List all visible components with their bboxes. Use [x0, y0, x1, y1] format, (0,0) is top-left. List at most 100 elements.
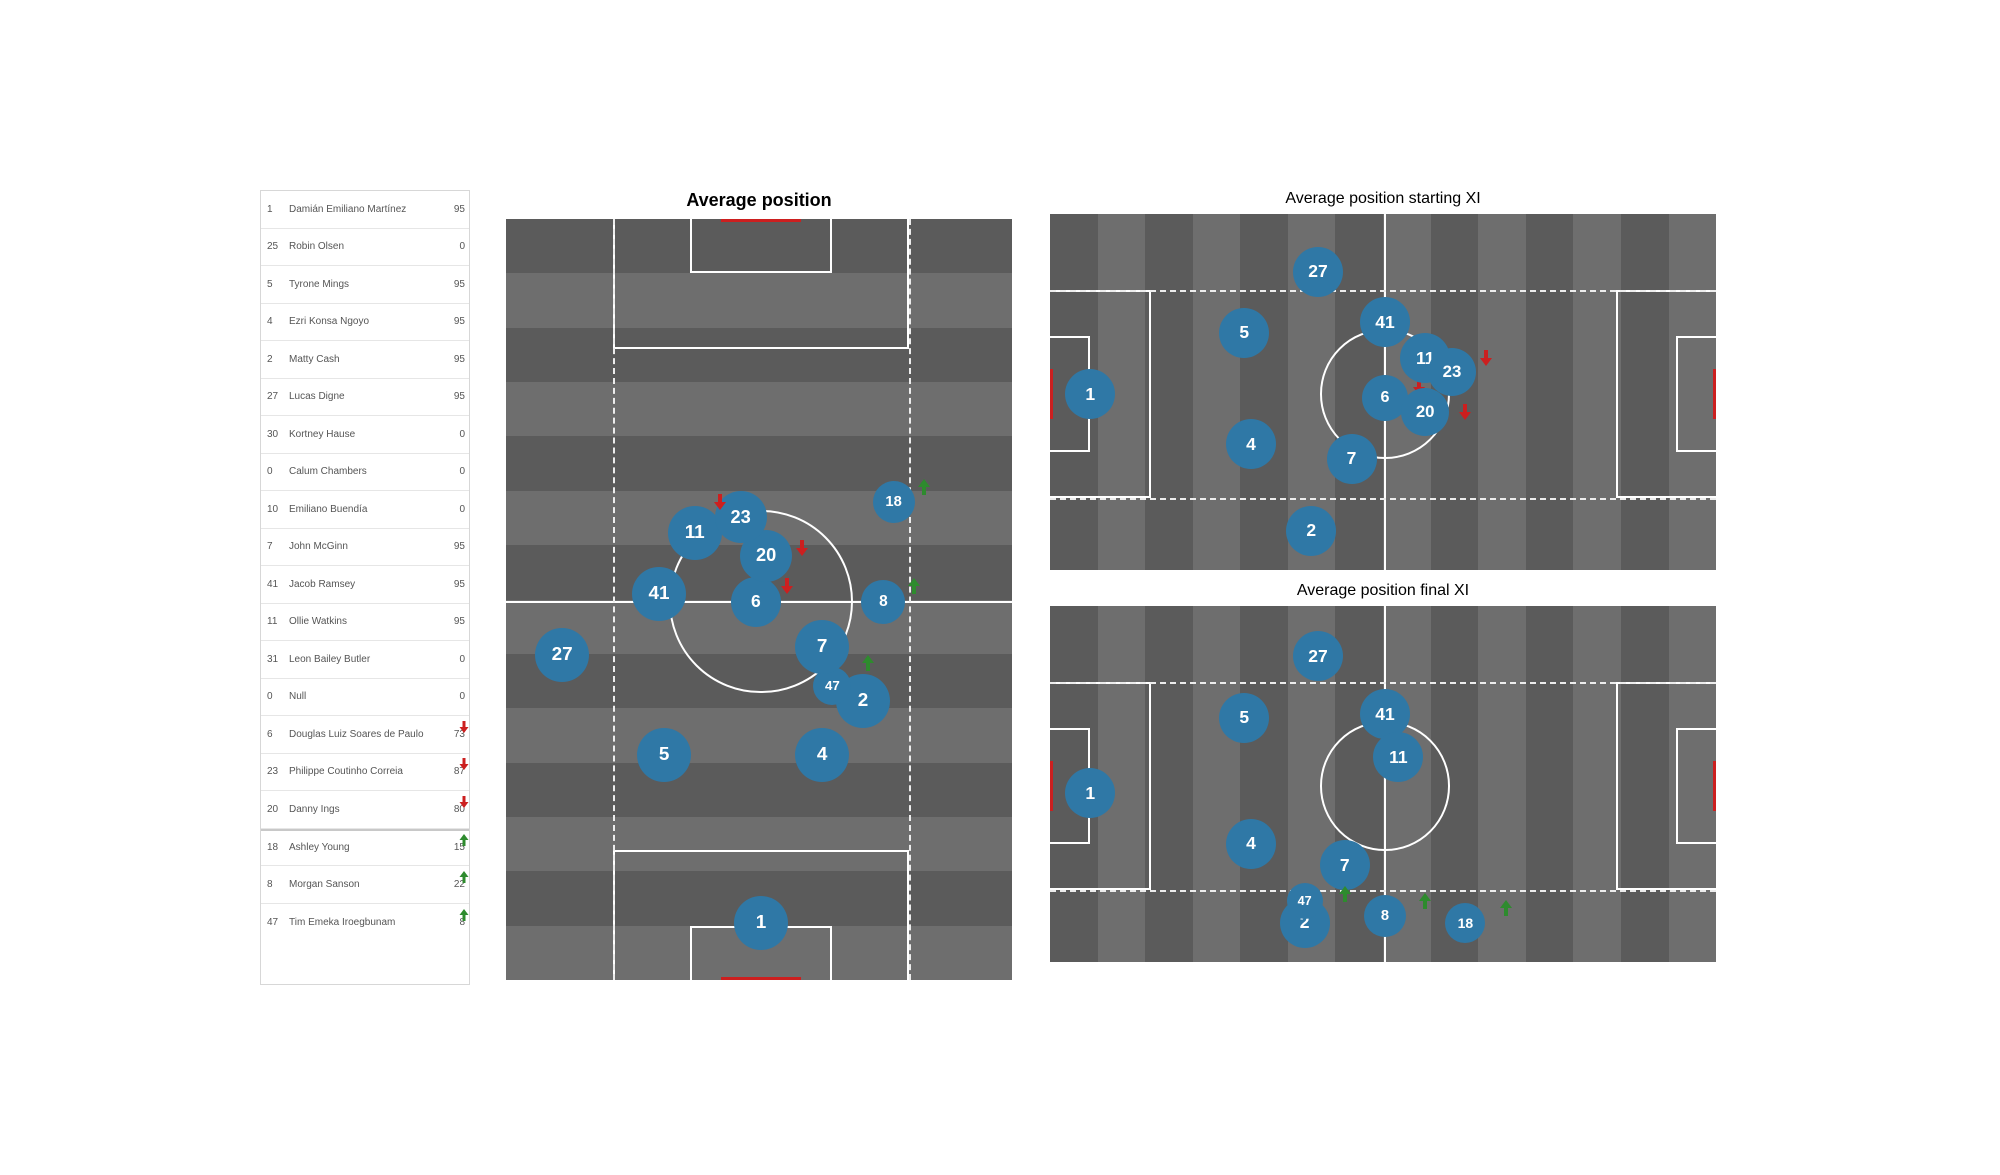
player-dot: 5 [637, 728, 691, 782]
sub-off-icon [459, 758, 469, 770]
channel-bottom [1050, 890, 1716, 892]
num-col: 18 [261, 842, 289, 853]
min-col: 22 [435, 879, 469, 890]
name-col: Matty Cash [289, 354, 435, 366]
num-col: 31 [261, 654, 289, 665]
root: 1Damián Emiliano Martínez9525Robin Olsen… [260, 190, 1740, 985]
name-col: Emiliano Buendía [289, 504, 435, 516]
sub-on-icon [459, 871, 469, 883]
min-col: 0 [435, 504, 469, 515]
table-row: 30Kortney Hause0 [261, 416, 469, 454]
player-dot: 41 [1360, 297, 1410, 347]
table-row: 25Robin Olsen0 [261, 229, 469, 267]
min-col: 95 [435, 204, 469, 215]
player-dot: 7 [1327, 434, 1377, 484]
final-title: Average position final XI [1297, 582, 1469, 600]
min-col: 95 [435, 316, 469, 327]
player-dot: 8 [1364, 895, 1406, 937]
channel-left [613, 219, 615, 980]
sub-off-icon [459, 721, 469, 733]
table-row: 31Leon Bailey Butler0 [261, 641, 469, 679]
player-dot: 41 [632, 567, 686, 621]
table-row: 0Calum Chambers0 [261, 454, 469, 492]
player-dot: 1 [1065, 768, 1115, 818]
min-col: 87 [435, 766, 469, 777]
num-col: 11 [261, 616, 289, 627]
player-dot: 4 [1226, 819, 1276, 869]
channel-top [1050, 682, 1716, 684]
min-col: 0 [435, 654, 469, 665]
table-row: 18Ashley Young15 [261, 829, 469, 867]
player-dot: 5 [1219, 693, 1269, 743]
player-dot: 6 [731, 577, 781, 627]
goal-bottom [721, 977, 801, 982]
min-col: 80 [435, 804, 469, 815]
main-title: Average position [686, 190, 831, 211]
table-row: 4Ezri Konsa Ngoyo95 [261, 304, 469, 342]
num-col: 47 [261, 917, 289, 928]
table-row: 1Damián Emiliano Martínez95 [261, 191, 469, 229]
channel-right [909, 219, 911, 980]
sub-on-icon [1418, 893, 1432, 909]
starting-pitch: 1275424176112320 [1048, 212, 1718, 572]
goal-box-top [690, 219, 833, 273]
num-col: 2 [261, 354, 289, 365]
num-col: 4 [261, 316, 289, 327]
min-col: 95 [435, 616, 469, 627]
goal-right [1713, 369, 1718, 419]
name-col: Kortney Hause [289, 429, 435, 441]
num-col: 10 [261, 504, 289, 515]
starting-panel: Average position starting XI 12754241761… [1048, 190, 1718, 572]
sub-off-icon [1479, 350, 1493, 366]
player-dot: 2 [1286, 506, 1336, 556]
sub-on-icon [907, 578, 921, 594]
player-dot: 7 [1320, 840, 1370, 890]
name-col: Calum Chambers [289, 466, 435, 478]
sub-on-icon [1338, 886, 1352, 902]
name-col: Tim Emeka Iroegbunam [289, 917, 435, 929]
player-dot: 27 [535, 628, 589, 682]
min-col: 95 [435, 541, 469, 552]
table-row: 8Morgan Sanson22 [261, 866, 469, 904]
sub-off-icon [795, 540, 809, 556]
player-dot: 18 [1445, 903, 1485, 943]
min-col: 0 [435, 429, 469, 440]
player-dot: 41 [1360, 689, 1410, 739]
goal-left [1048, 761, 1053, 811]
table-row: 27Lucas Digne95 [261, 379, 469, 417]
main-pitch: 154227477841620181123 [504, 217, 1014, 982]
num-col: 41 [261, 579, 289, 590]
table-row: 2Matty Cash95 [261, 341, 469, 379]
table-row: 23Philippe Coutinho Correia87 [261, 754, 469, 792]
name-col: Philippe Coutinho Correia [289, 766, 435, 778]
name-col: Null [289, 691, 435, 703]
player-dot: 1 [734, 896, 788, 950]
name-col: Jacob Ramsey [289, 579, 435, 591]
num-col: 6 [261, 729, 289, 740]
player-dot: 1 [1065, 369, 1115, 419]
goal-top [721, 217, 801, 222]
name-col: Ashley Young [289, 842, 435, 854]
channel-top [1050, 290, 1716, 292]
player-dot: 11 [668, 506, 722, 560]
table-row: 0Null0 [261, 679, 469, 717]
min-col: 15 [435, 842, 469, 853]
name-col: Robin Olsen [289, 241, 435, 253]
name-col: Morgan Sanson [289, 879, 435, 891]
sub-on-icon [861, 655, 875, 671]
channel-bottom [1050, 498, 1716, 500]
right-column: Average position starting XI 12754241761… [1048, 190, 1718, 985]
min-col: 0 [435, 241, 469, 252]
player-dot: 8 [861, 580, 905, 624]
table-row: 10Emiliano Buendía0 [261, 491, 469, 529]
name-col: John McGinn [289, 541, 435, 553]
player-dot: 4 [795, 728, 849, 782]
num-col: 20 [261, 804, 289, 815]
sub-on-icon [459, 834, 469, 846]
table-row: 6Douglas Luiz Soares de Paulo73 [261, 716, 469, 754]
table-row: 7John McGinn95 [261, 529, 469, 567]
goal-box-right [1676, 728, 1716, 843]
goal-right [1713, 761, 1718, 811]
table-row: 11Ollie Watkins95 [261, 604, 469, 642]
sub-off-icon [459, 796, 469, 808]
